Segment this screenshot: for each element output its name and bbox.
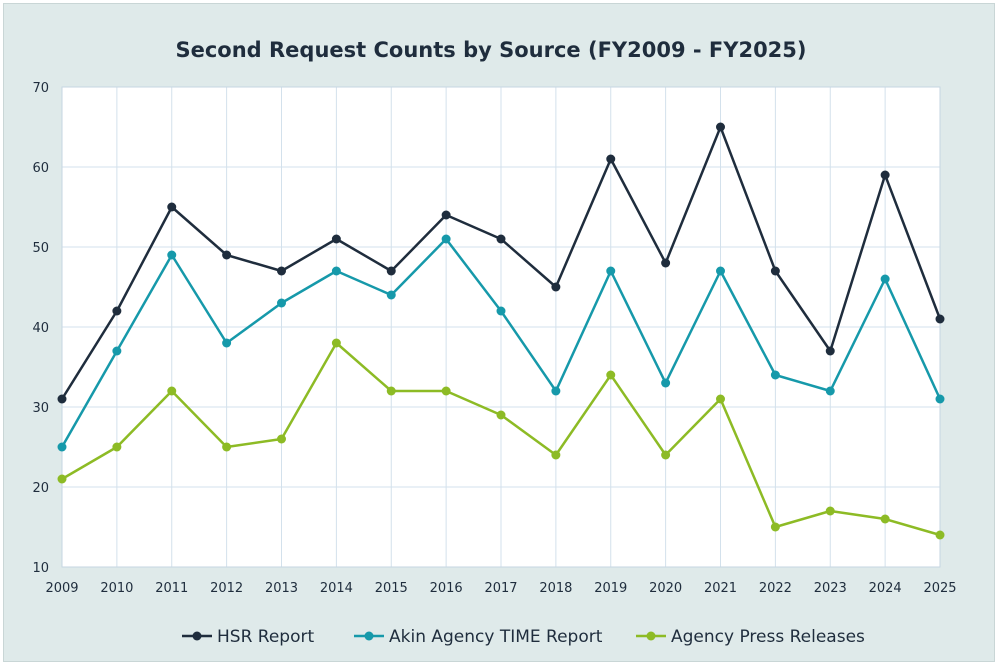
x-tick-label: 2018 (539, 581, 572, 596)
x-tick-label: 2010 (100, 581, 133, 596)
plot-border (61, 86, 941, 568)
data-point (496, 234, 506, 244)
data-point (770, 370, 780, 380)
data-point (386, 290, 396, 300)
x-tick-label: 2025 (923, 581, 956, 596)
data-point (441, 234, 451, 244)
data-point (825, 386, 835, 396)
data-point (661, 258, 671, 268)
data-point (496, 410, 506, 420)
data-point (770, 266, 780, 276)
data-point (770, 522, 780, 532)
data-point (551, 282, 561, 292)
data-point (935, 394, 945, 404)
data-point (167, 250, 177, 260)
data-point (661, 378, 671, 388)
legend-label: Agency Press Releases (671, 627, 865, 647)
y-tick-label: 10 (32, 561, 49, 576)
data-point (386, 266, 396, 276)
legend-marker (646, 631, 656, 641)
legend-marker (364, 631, 374, 641)
data-point (606, 154, 616, 164)
legend-label: HSR Report (217, 627, 314, 647)
legend-item: Akin Agency TIME Report (354, 627, 603, 647)
data-point (880, 170, 890, 180)
data-point (277, 434, 286, 444)
chart-title: Second Request Counts by Source (FY2009 … (175, 38, 807, 62)
data-point (551, 450, 561, 460)
data-point (606, 370, 616, 380)
chart-frame: Second Request Counts by Source (FY2009 … (3, 3, 995, 662)
data-point (606, 266, 616, 276)
line-chart: 10 20 30 40 50 60 70 2009 2010 2011 2012 2013 2014 20… (32, 81, 956, 647)
x-tick-label: 2016 (430, 581, 463, 596)
data-point (222, 250, 232, 260)
data-point (112, 306, 122, 316)
y-tick-label: 70 (32, 81, 49, 96)
data-point (825, 346, 835, 356)
data-point (277, 298, 286, 308)
x-tick-label: 2011 (155, 581, 188, 596)
data-point (331, 266, 341, 276)
y-tick-label: 40 (32, 321, 49, 336)
data-point (496, 306, 506, 316)
x-tick-label: 2020 (649, 581, 682, 596)
data-point (331, 234, 341, 244)
data-point (112, 346, 122, 356)
data-point (661, 450, 671, 460)
x-tick-label: 2017 (484, 581, 517, 596)
legend-label: Akin Agency TIME Report (389, 627, 603, 647)
data-point (386, 386, 396, 396)
y-tick-label: 50 (32, 241, 49, 256)
data-point (935, 530, 945, 540)
data-point (716, 122, 725, 132)
data-point (441, 386, 451, 396)
y-tick-label: 60 (32, 161, 49, 176)
y-tick-label: 30 (32, 401, 49, 416)
legend-marker (192, 631, 202, 641)
data-point (57, 474, 67, 484)
data-point (880, 514, 890, 524)
legend-item: HSR Report (182, 627, 314, 647)
data-point (57, 442, 67, 452)
data-point (551, 386, 561, 396)
x-tick-label: 2015 (375, 581, 408, 596)
data-point (716, 266, 725, 276)
x-tick-label: 2024 (869, 581, 902, 596)
data-point (222, 338, 232, 348)
data-point (825, 506, 835, 516)
x-tick-label: 2014 (320, 581, 353, 596)
data-point (716, 394, 725, 404)
data-point (880, 274, 890, 284)
x-tick-label: 2021 (704, 581, 737, 596)
data-point (277, 266, 286, 276)
x-tick-label: 2013 (265, 581, 298, 596)
x-tick-label: 2019 (594, 581, 627, 596)
x-tick-label: 2022 (759, 581, 792, 596)
x-tick-label: 2023 (814, 581, 847, 596)
data-point (935, 314, 945, 324)
data-point (331, 338, 341, 348)
legend-item: Agency Press Releases (636, 627, 865, 647)
x-tick-label: 2009 (45, 581, 78, 596)
data-point (441, 210, 451, 220)
data-point (112, 442, 122, 452)
data-point (222, 442, 232, 452)
x-tick-label: 2012 (210, 581, 243, 596)
y-tick-label: 20 (32, 481, 49, 496)
data-point (167, 202, 177, 212)
data-point (167, 386, 177, 396)
data-point (57, 394, 67, 404)
